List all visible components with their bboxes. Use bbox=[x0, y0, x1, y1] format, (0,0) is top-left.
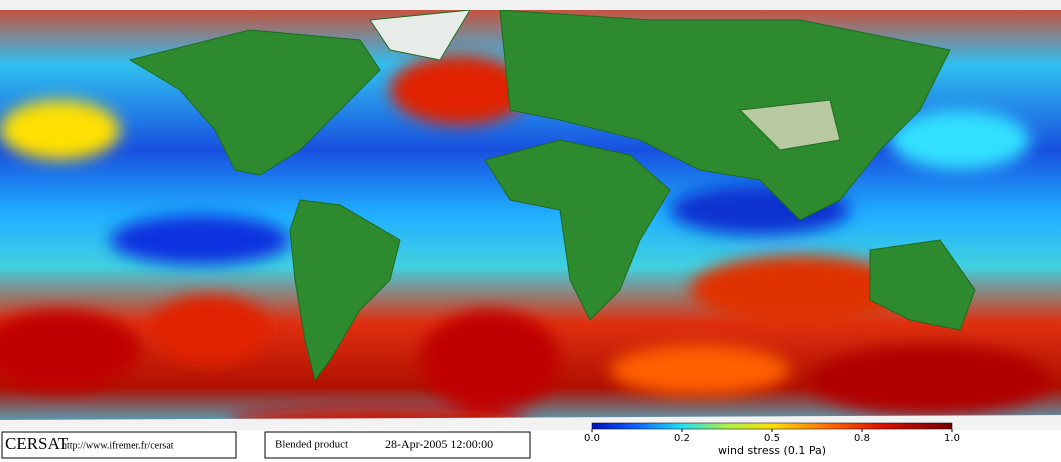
colorbar bbox=[591, 422, 953, 430]
date: 28-Apr-2005 12:00:00 bbox=[385, 437, 493, 451]
colorbar-tick-label: 0.0 bbox=[584, 433, 600, 444]
logo-box bbox=[1, 431, 237, 459]
colorbar-tick-label: 0.8 bbox=[854, 433, 870, 444]
colorbar-tick-label: 0.5 bbox=[764, 433, 780, 444]
logo: CERSAT bbox=[5, 434, 69, 453]
colorbar-ticks: 0.0 0.2 0.5 0.8 1.0 bbox=[584, 429, 960, 444]
url: http://www.ifremer.fr/cersat bbox=[62, 440, 174, 451]
product: Blended product bbox=[275, 439, 348, 451]
colorbar-tick-label: 0.2 bbox=[674, 433, 690, 444]
land bbox=[0, 0, 1061, 430]
colorbar-tick-label: 1.0 bbox=[944, 433, 960, 444]
product-box bbox=[264, 431, 531, 459]
colorbar-label: wind stress (0.1 Pa) bbox=[718, 444, 826, 457]
map bbox=[0, 0, 1061, 432]
